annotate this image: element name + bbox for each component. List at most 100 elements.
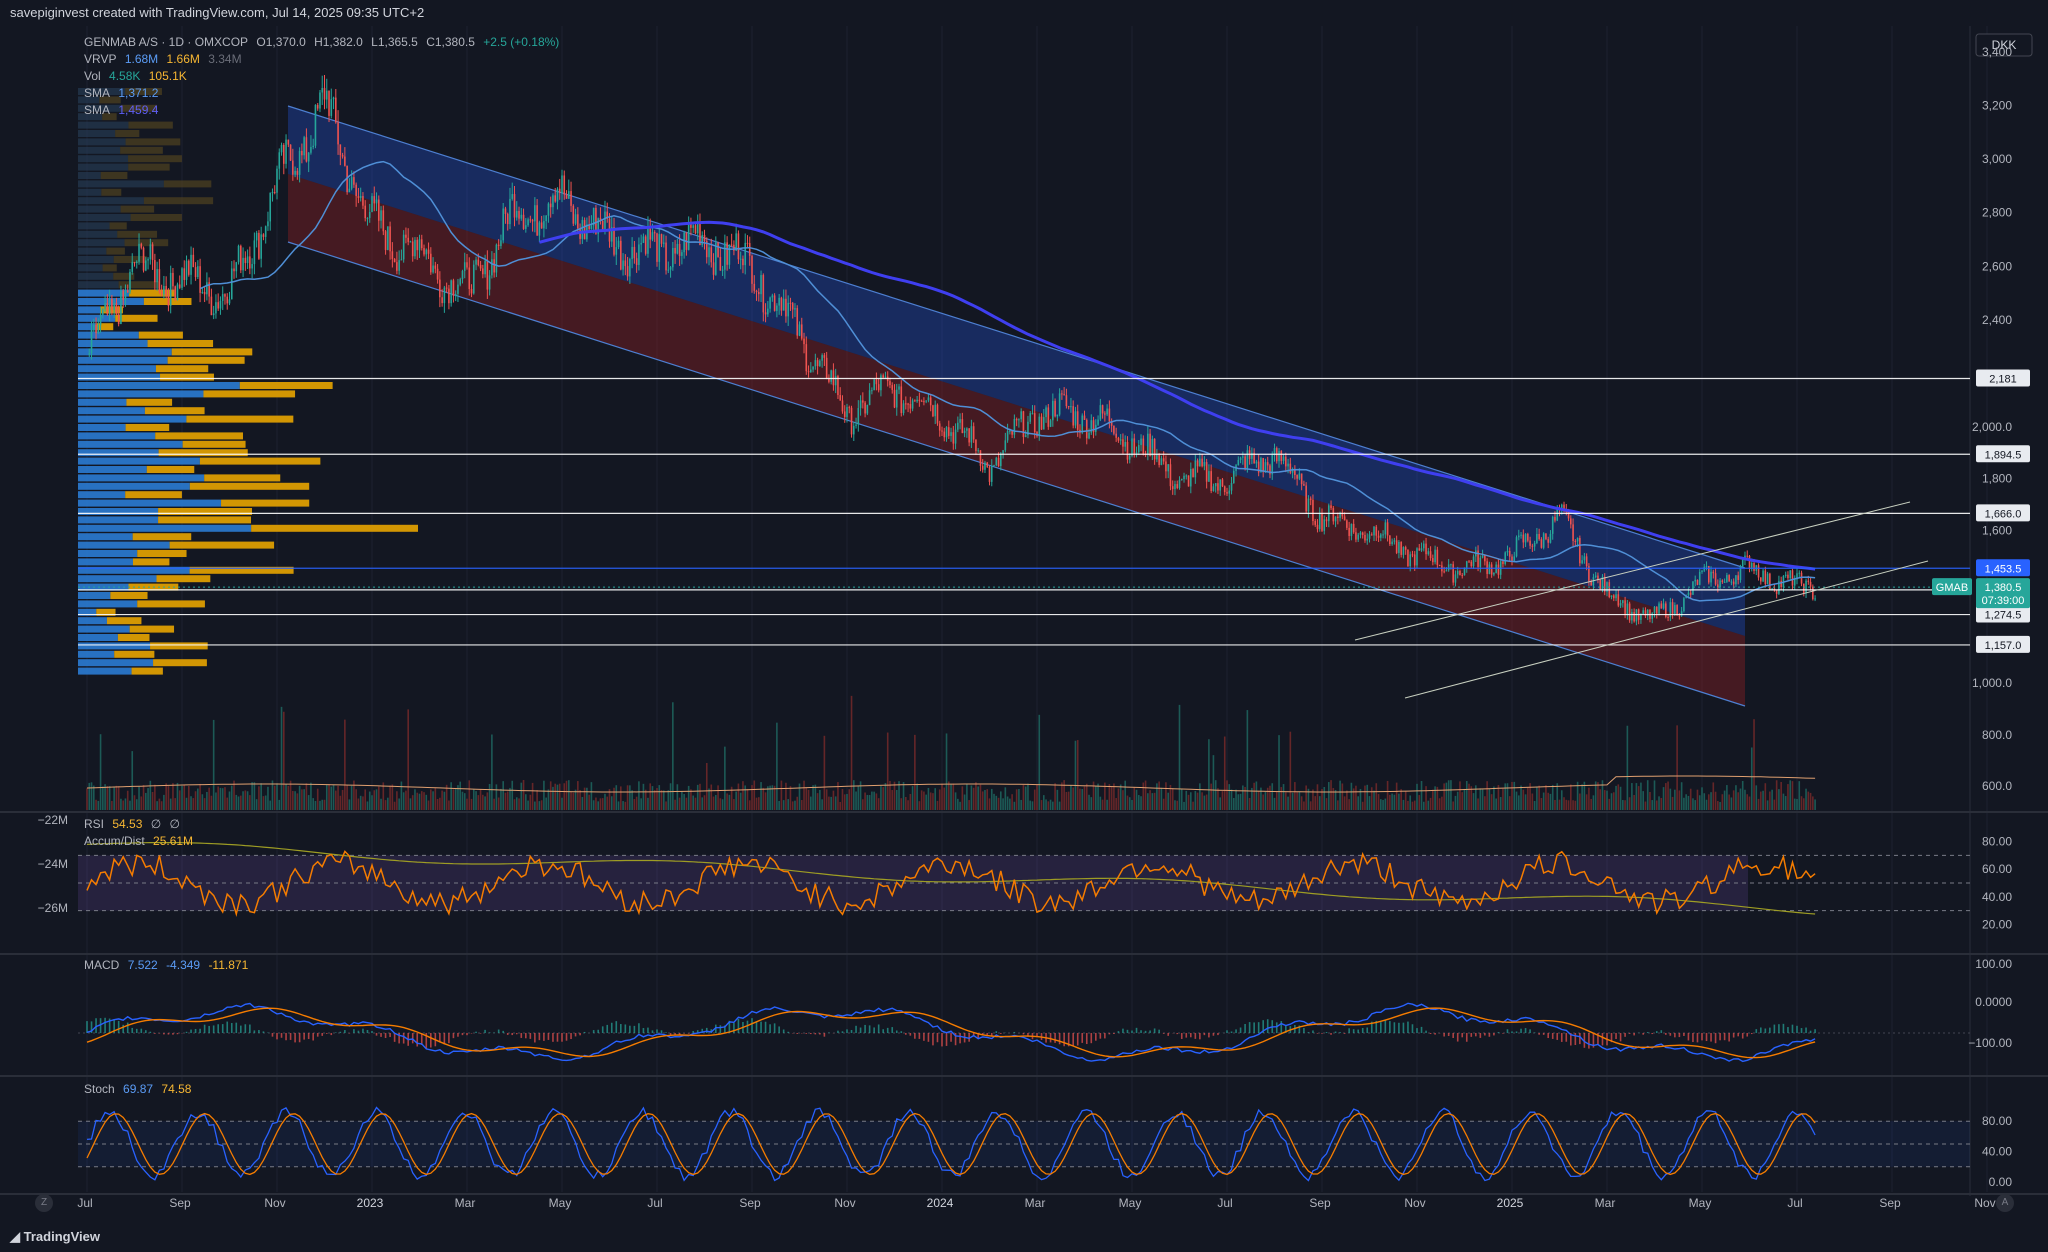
volume-bar (586, 787, 588, 810)
vrvp-label[interactable]: VRVP (84, 52, 117, 66)
volume-bar (1036, 784, 1038, 810)
log-scale-button[interactable]: A (1996, 1194, 2014, 1212)
volume-bar (1106, 799, 1108, 810)
volume-bar (1640, 782, 1642, 810)
macd-histogram-bar (945, 1033, 948, 1046)
stoch-tick: 40.00 (1982, 1145, 2012, 1159)
volume-bar (900, 798, 903, 810)
candle-body (683, 232, 685, 253)
candle-body (1255, 461, 1258, 464)
candle-body (1438, 564, 1441, 566)
macd-histogram-bar (525, 1033, 527, 1039)
candle-body (1269, 465, 1271, 475)
volume-bar (1726, 785, 1728, 810)
macd-histogram-bar (1203, 1033, 1206, 1036)
volume-bar (1149, 790, 1151, 810)
profile-bar-down (251, 524, 418, 532)
profile-bar-down (117, 230, 158, 238)
volume-bar (1382, 799, 1384, 810)
sma-slow-line: SMA 1,459.4 (84, 102, 564, 119)
volume-bar (830, 796, 832, 810)
candle-body (1070, 406, 1072, 408)
candle-body (755, 290, 758, 292)
profile-bar-up (78, 348, 172, 356)
rsi-label[interactable]: RSI (84, 817, 105, 831)
volume-bar (1004, 787, 1007, 810)
trend-lines[interactable] (1354, 501, 1929, 699)
symbol-name[interactable]: GENMAB A/S · 1D · OMXCOP (84, 35, 249, 49)
candle-body (703, 235, 706, 242)
volume-bar (176, 782, 179, 810)
candle-body (1147, 433, 1149, 455)
macd-histogram-bar (126, 1022, 129, 1033)
candle-body (95, 324, 97, 334)
volume-bar (617, 801, 620, 810)
sma-slow-label[interactable]: SMA (84, 103, 111, 117)
candle-body (1101, 405, 1104, 414)
volume-bar (1384, 798, 1387, 810)
macd-label[interactable]: MACD (84, 958, 120, 972)
candle-body (104, 303, 106, 310)
volume-bar (1108, 784, 1111, 810)
macd-histogram-bar (108, 1018, 111, 1033)
candle-body (635, 258, 638, 265)
candle-body (1140, 438, 1142, 446)
ad-label[interactable]: Accum/Dist (84, 834, 145, 848)
macd-histogram-bar (986, 1033, 989, 1036)
macd-histogram-bar (620, 1024, 622, 1033)
volume-bar (1737, 792, 1739, 810)
candle-body (1780, 580, 1782, 588)
sma-fast-label[interactable]: SMA (84, 86, 111, 100)
candle-body (1000, 453, 1002, 467)
candle-body (941, 430, 943, 432)
macd-histogram-bar (1090, 1033, 1093, 1044)
volume-bar (990, 788, 993, 810)
volume-bar (273, 785, 276, 810)
auto-scale-button[interactable]: Z (35, 1194, 53, 1212)
tradingview-logo[interactable]: ◢ TradingView (10, 1229, 100, 1245)
volume-bar (1728, 794, 1730, 810)
volume-bar (1628, 797, 1631, 810)
volume-bar (1027, 783, 1029, 810)
horizontal-levels[interactable]: 2,1811,894.51,666.01,453.51,370.01,274.5… (78, 369, 2030, 653)
volume-bar (1235, 789, 1237, 810)
volume-bar (538, 801, 541, 810)
candle-body (1380, 534, 1382, 538)
volume-bar (1698, 795, 1701, 810)
volume-bar (355, 789, 357, 810)
volume-bar (1346, 790, 1348, 810)
macd-histogram-bar (574, 1033, 577, 1037)
candle-body (1142, 438, 1145, 454)
candle-body (468, 267, 471, 289)
volume-bar (1133, 787, 1136, 810)
candle-body (669, 267, 672, 270)
candle-body (1398, 541, 1400, 553)
profile-bar-down (186, 415, 294, 423)
stoch-label[interactable]: Stoch (84, 1082, 115, 1096)
candle-body (414, 239, 416, 257)
volume-bar (434, 788, 437, 810)
volume-bar (938, 789, 941, 810)
candle-body (398, 260, 400, 271)
candle-body (210, 296, 213, 316)
chart-canvas[interactable]: 2,1811,894.51,666.01,453.51,370.01,274.5… (0, 26, 2048, 1222)
volume-bar (864, 792, 866, 810)
volume-bar (1400, 789, 1402, 810)
level-label: 1,274.5 (1985, 610, 2022, 622)
macd-histogram-bar (1000, 1033, 1002, 1034)
volume-bar (694, 797, 697, 810)
candle-body (1574, 540, 1577, 542)
macd-histogram-bar (837, 1030, 839, 1033)
candle-body (1515, 537, 1518, 557)
volume-bar (907, 800, 909, 810)
volume-bar (1187, 794, 1190, 810)
volume-bar (737, 783, 740, 810)
candle-body (1775, 590, 1778, 594)
volume-bar (1085, 783, 1088, 810)
volume-bar (1147, 793, 1149, 810)
candle-body (203, 292, 206, 295)
candle-body (201, 292, 204, 294)
volume-bar (371, 795, 373, 810)
candle-body (1083, 415, 1086, 420)
vol-label[interactable]: Vol (84, 69, 101, 83)
